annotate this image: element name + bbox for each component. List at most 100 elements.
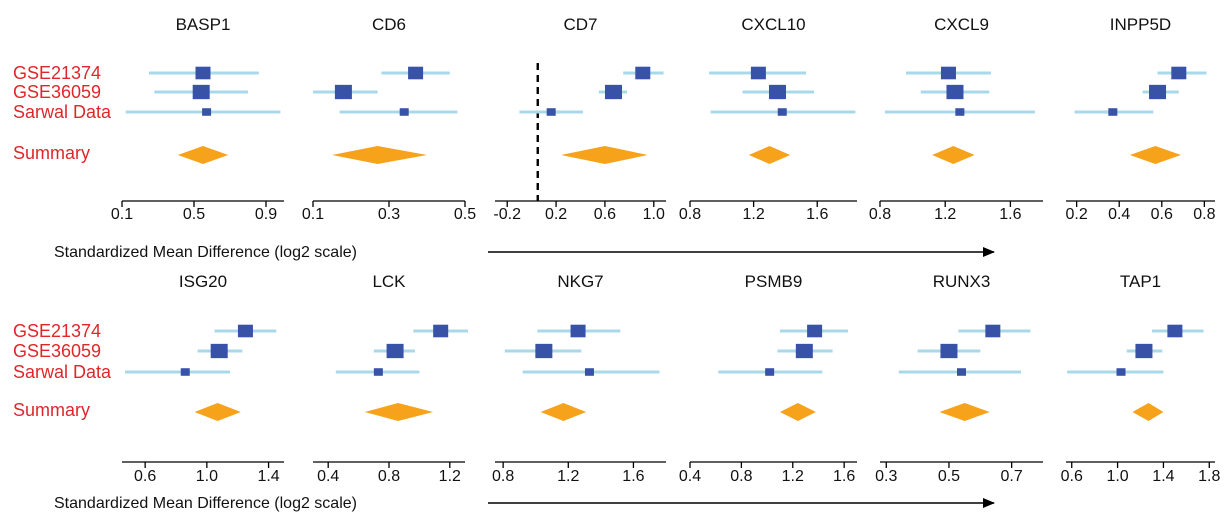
x-tick-label: 1.4 [1152, 468, 1174, 485]
x-tick-label: 1.2 [782, 468, 804, 485]
x-tick-label: 0.1 [302, 206, 324, 223]
study-estimate-square [373, 368, 383, 376]
x-tick-label: 0.1 [111, 206, 133, 223]
x-tick-label: 0.8 [869, 206, 891, 223]
x-tick-label: 1.2 [742, 206, 764, 223]
x-tick-label: 0.6 [594, 206, 616, 223]
study-label: GSE36059 [13, 341, 101, 361]
x-tick-label: 1.8 [1198, 468, 1220, 485]
study-estimate-square [807, 324, 823, 338]
study-estimate-square [408, 66, 424, 80]
summary-diamond [332, 146, 427, 164]
panel-title: PSMB9 [745, 272, 803, 291]
summary-diamond [540, 403, 587, 421]
x-tick-label: 0.4 [679, 468, 701, 485]
study-estimate-square [1149, 84, 1167, 100]
study-estimate-square [1171, 66, 1187, 80]
panel-title: RUNX3 [933, 272, 991, 291]
x-tick-label: 0.4 [1108, 206, 1130, 223]
x-tick-label: 0.8 [1193, 206, 1215, 223]
study-label: GSE36059 [13, 82, 101, 102]
study-estimate-square [940, 343, 958, 359]
x-tick-label: 0.2 [545, 206, 567, 223]
summary-diamond [932, 146, 975, 164]
study-estimate-square [584, 368, 594, 376]
x-tick-label: 1.6 [622, 468, 644, 485]
summary-diamond [1129, 146, 1181, 164]
panel-title: BASP1 [176, 15, 231, 34]
summary-diamond [748, 146, 791, 164]
x-tick-label: 0.8 [378, 468, 400, 485]
panel-title: CD6 [372, 15, 406, 34]
x-tick-label: 1.2 [934, 206, 956, 223]
study-estimate-square [433, 324, 449, 338]
study-label: Sarwal Data [13, 362, 112, 382]
x-tick-label: 1.0 [196, 468, 218, 485]
study-label: GSE21374 [13, 321, 101, 341]
study-estimate-square [334, 84, 352, 100]
study-estimate-square [946, 84, 964, 100]
study-estimate-square [180, 368, 190, 376]
x-tick-label: 0.6 [1061, 468, 1083, 485]
x-tick-label: 1.2 [557, 468, 579, 485]
panel-title: CD7 [563, 15, 597, 34]
summary-label: Summary [13, 143, 90, 163]
x-tick-label: 1.2 [439, 468, 461, 485]
summary-diamond [1132, 403, 1164, 421]
x-tick-label: 0.6 [134, 468, 156, 485]
study-estimate-square [777, 108, 787, 116]
panel-title: NKG7 [557, 272, 603, 291]
study-estimate-square [1116, 368, 1126, 376]
x-tick-label: 1.6 [833, 468, 855, 485]
x-tick-label: 1.4 [257, 468, 279, 485]
study-estimate-square [1108, 108, 1118, 116]
study-estimate-square [940, 66, 956, 80]
x-tick-label: 0.5 [938, 468, 960, 485]
x-tick-label: 0.8 [492, 468, 514, 485]
panel-title: CXCL9 [934, 15, 989, 34]
x-tick-label: 1.0 [1106, 468, 1128, 485]
x-tick-label: 0.8 [679, 206, 701, 223]
x-tick-label: 0.6 [1151, 206, 1173, 223]
panel-title: INPP5D [1110, 15, 1171, 34]
x-tick-label: 1.6 [999, 206, 1021, 223]
summary-diamond [194, 403, 241, 421]
study-label: GSE21374 [13, 63, 101, 83]
study-estimate-square [604, 84, 622, 100]
study-estimate-square [635, 66, 651, 80]
study-estimate-square [768, 84, 786, 100]
study-estimate-square [985, 324, 1001, 338]
study-estimate-square [195, 66, 211, 80]
summary-diamond [560, 146, 648, 164]
summary-diamond [177, 146, 229, 164]
x-tick-label: 0.7 [1001, 468, 1023, 485]
study-estimate-square [795, 343, 813, 359]
x-tick-label: 1.6 [806, 206, 828, 223]
panel-title: LCK [372, 272, 406, 291]
study-estimate-square [546, 108, 556, 116]
x-axis-caption: Standardized Mean Difference (log2 scale… [54, 495, 357, 512]
x-tick-label: 1.0 [643, 206, 665, 223]
summary-diamond [364, 403, 434, 421]
study-estimate-square [1135, 343, 1153, 359]
panel-title: CXCL10 [741, 15, 805, 34]
study-estimate-square [957, 368, 966, 376]
panel-title: TAP1 [1120, 272, 1161, 291]
x-tick-label: 0.8 [730, 468, 752, 485]
x-tick-label: 0.5 [454, 206, 476, 223]
x-tick-label: 0.3 [875, 468, 897, 485]
study-estimate-square [955, 108, 965, 116]
x-tick-label: 0.9 [255, 206, 277, 223]
summary-diamond [939, 403, 990, 421]
study-estimate-square [535, 343, 553, 359]
study-estimate-square [237, 324, 253, 338]
study-label: Sarwal Data [13, 102, 112, 122]
study-estimate-square [386, 343, 404, 359]
x-tick-label: 0.3 [378, 206, 400, 223]
study-estimate-square [1167, 324, 1183, 338]
summary-label: Summary [13, 400, 90, 420]
study-estimate-square [202, 108, 212, 116]
study-estimate-square [399, 108, 409, 116]
x-tick-label: 0.4 [317, 468, 339, 485]
